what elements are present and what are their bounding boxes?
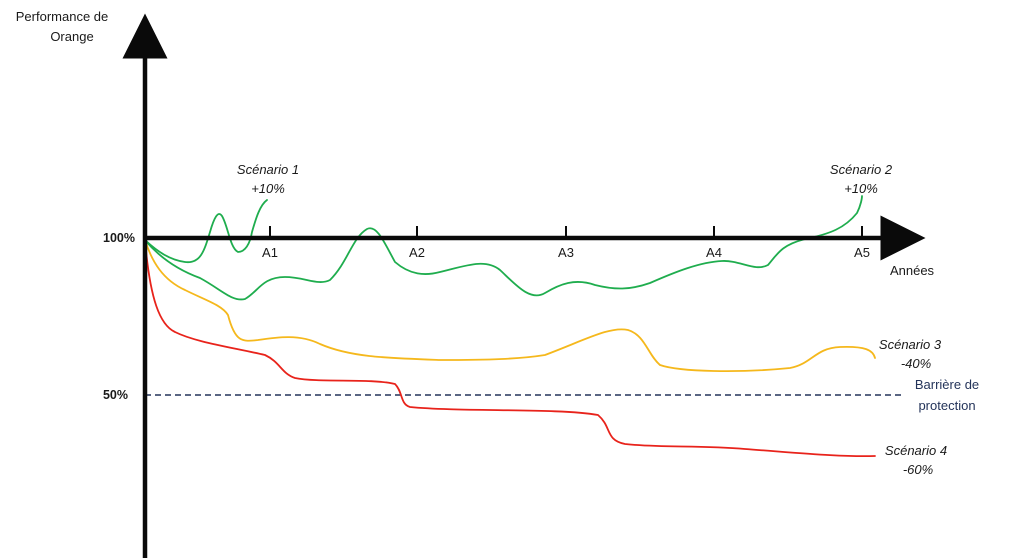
x-tick-label-a2: A2 <box>409 245 425 260</box>
scenario-1-value: +10% <box>251 181 285 196</box>
scenario-1-name: Scénario 1 <box>237 162 299 177</box>
x-tick-label-a5: A5 <box>854 245 870 260</box>
scenario-2-curve <box>144 195 863 301</box>
scenario-2-name: Scénario 2 <box>830 162 893 177</box>
scenario-4-curve <box>144 239 876 458</box>
y-axis-title-line-2: Orange <box>50 29 93 44</box>
x-tick-label-a4: A4 <box>706 245 722 260</box>
scenario-3-name: Scénario 3 <box>879 337 942 352</box>
y-level-50: 50% <box>103 388 128 402</box>
y-axis-title-line-1: Performance de <box>16 9 109 24</box>
barrier-label-line-1: Barrière de <box>915 377 979 392</box>
x-tick-label-a1: A1 <box>262 245 278 260</box>
x-axis-title: Années <box>890 263 935 278</box>
y-level-100: 100% <box>103 231 135 245</box>
x-tick-label-a3: A3 <box>558 245 574 260</box>
scenario-1-curve <box>144 199 268 264</box>
scenario-4-value: -60% <box>903 462 933 477</box>
scenario-4-name: Scénario 4 <box>885 443 947 458</box>
scenario-3-value: -40% <box>901 356 931 371</box>
barrier-label-line-2: protection <box>918 398 975 413</box>
scenario-3-curve <box>144 239 876 373</box>
scenario-2-value: +10% <box>844 181 878 196</box>
